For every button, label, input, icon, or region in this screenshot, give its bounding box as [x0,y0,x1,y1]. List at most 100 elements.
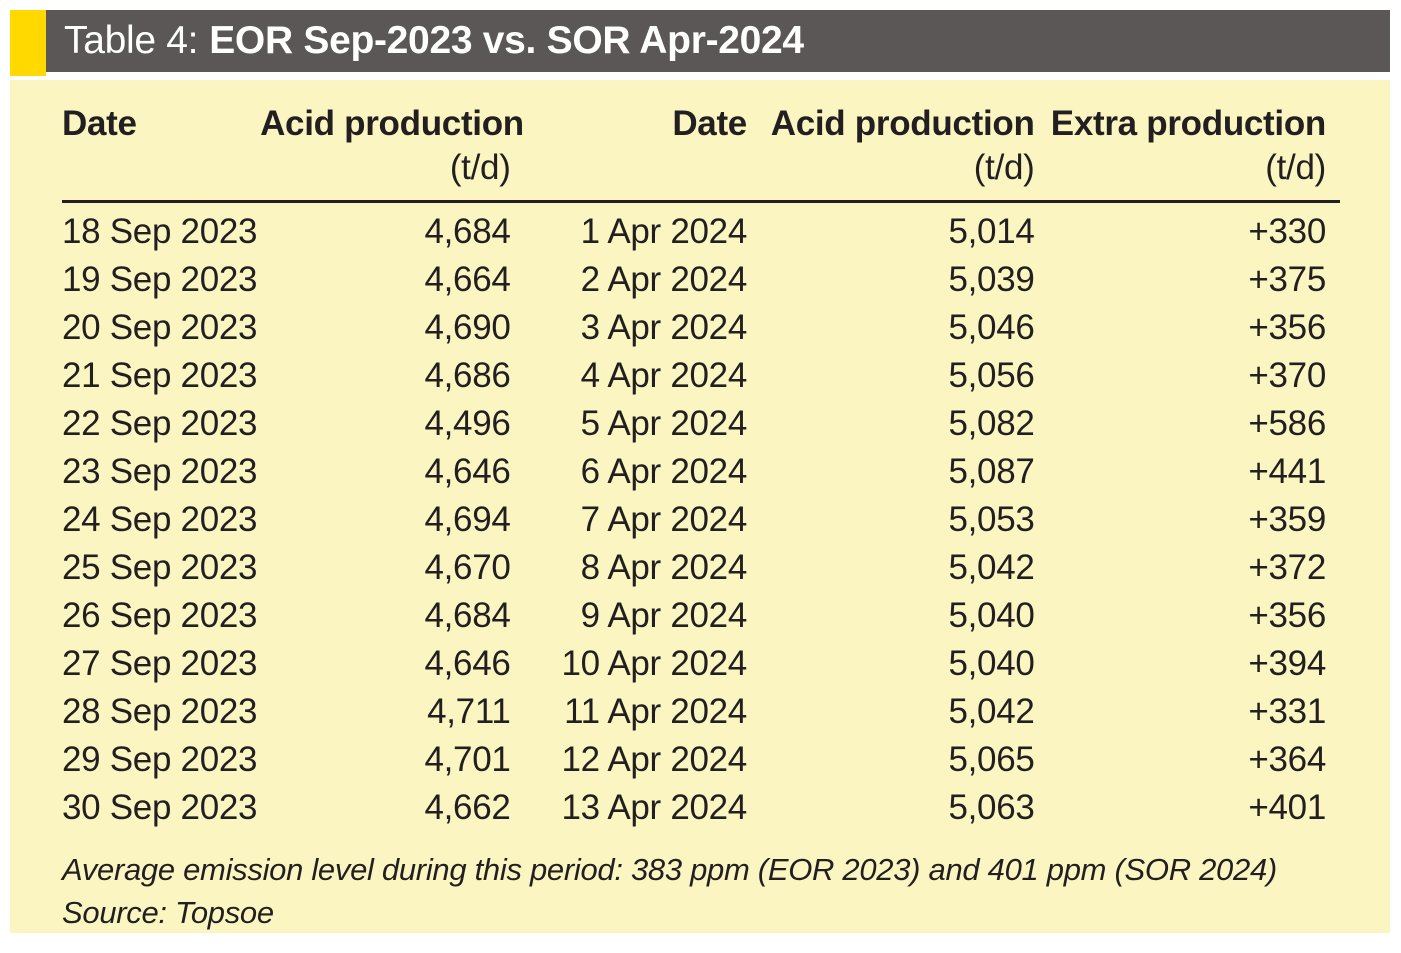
column-header-date-1: Date [62,102,261,203]
table-row: 21 Sep 2023 4,686 4 Apr 2024 5,056 +370 [62,352,1340,400]
table-cell: +359 [1248,500,1326,539]
table-cell: 5,040 [948,644,1035,683]
table-cell: +356 [1248,308,1326,347]
table-cell: 8 Apr 2024 [580,548,748,587]
table-body: 18 Sep 2023 4,684 1 Apr 2024 5,014 +330 19 Se… [62,202,1340,833]
column-unit: (t/d) [1265,148,1326,187]
table-cell: 5,042 [948,692,1035,731]
table-cell: +586 [1248,404,1326,443]
table-row: 27 Sep 2023 4,646 10 Apr 2024 5,040 +394 [62,640,1340,688]
table-cell: 5,082 [948,404,1035,443]
table-cell: 12 Apr 2024 [561,740,748,779]
table-row: 23 Sep 2023 4,646 6 Apr 2024 5,087 +441 [62,448,1340,496]
table-cell: 4,684 [424,596,511,635]
column-label: Date [672,104,747,143]
table-cell: +356 [1248,596,1326,635]
table-row: 29 Sep 2023 4,701 12 Apr 2024 5,065 +364 [62,736,1340,784]
table-row: 26 Sep 2023 4,684 9 Apr 2024 5,040 +356 [62,592,1340,640]
table-title-bar: Table 4: EOR Sep-2023 vs. SOR Apr-2024 [10,10,1390,76]
table-row: 28 Sep 2023 4,711 11 Apr 2024 5,042 +331 [62,688,1340,736]
column-label: Date [62,104,137,143]
table-cell: 21 Sep 2023 [62,356,258,395]
table-cell: 4,701 [424,740,511,779]
table-cell: 13 Apr 2024 [561,788,748,827]
table-cell: 20 Sep 2023 [62,308,258,347]
column-header-extra-production: Extra production (t/d) [1034,102,1340,203]
table-cell: +330 [1248,212,1326,251]
table-cell: +370 [1248,356,1326,395]
table-cell: +331 [1248,692,1326,731]
table-cell: 5 Apr 2024 [580,404,748,443]
table-cell: 30 Sep 2023 [62,788,258,827]
table-cell: 4,670 [424,548,511,587]
table-row: 25 Sep 2023 4,670 8 Apr 2024 5,042 +372 [62,544,1340,592]
column-label: Acid production [770,104,1035,143]
column-unit: (t/d) [449,148,511,187]
table-cell: 5,063 [948,788,1035,827]
table-cell: 7 Apr 2024 [580,500,748,539]
table-cell: +394 [1248,644,1326,683]
column-header-acid-production-1: Acid production (t/d) [260,102,524,203]
table-cell: 5,046 [948,308,1035,347]
table-cell: +364 [1248,740,1326,779]
table-cell: 19 Sep 2023 [62,260,258,299]
table-cell: 4 Apr 2024 [580,356,748,395]
table-cell: 5,065 [948,740,1035,779]
table-title: EOR Sep-2023 vs. SOR Apr-2024 [209,19,804,62]
table-row: 30 Sep 2023 4,662 13 Apr 2024 5,063 +401 [62,784,1340,832]
column-unit: (t/d) [973,148,1035,187]
yellow-accent-square [10,10,46,76]
table-cell: 25 Sep 2023 [62,548,258,587]
table-cell: 11 Apr 2024 [564,692,747,731]
table-cell: 2 Apr 2024 [580,260,748,299]
footnotes: Average emission level during this perio… [62,848,1340,933]
table-head: Date Acid production (t/d) Date Acid pro… [62,102,1340,203]
table-cell: 18 Sep 2023 [62,212,258,251]
table-cell: +441 [1248,452,1326,491]
table-panel: Date Acid production (t/d) Date Acid pro… [10,80,1390,933]
table-cell: 4,664 [424,260,511,299]
header-row: Date Acid production (t/d) Date Acid pro… [62,102,1340,203]
table-row: 19 Sep 2023 4,664 2 Apr 2024 5,039 +375 [62,256,1340,304]
table-cell: 3 Apr 2024 [580,308,748,347]
column-header-date-2: Date [510,102,747,203]
table-cell: 5,039 [948,260,1035,299]
table-cell: 4,496 [424,404,511,443]
table-cell: 5,056 [948,356,1035,395]
table-row: 18 Sep 2023 4,684 1 Apr 2024 5,014 +330 [62,202,1340,257]
column-unit [511,146,747,190]
table-cell: 28 Sep 2023 [62,692,258,731]
table-cell: 5,042 [948,548,1035,587]
table-cell: 5,087 [948,452,1035,491]
table-cell: 4,662 [424,788,511,827]
table-row: 22 Sep 2023 4,496 5 Apr 2024 5,082 +586 [62,400,1340,448]
emission-note: Average emission level during this perio… [62,852,1277,887]
table-cell: 4,686 [424,356,511,395]
column-label: Acid production [260,104,524,143]
column-header-acid-production-2: Acid production (t/d) [746,102,1035,203]
source-note: Source: Topsoe [62,895,274,930]
table-cell: +372 [1248,548,1326,587]
table-cell: 27 Sep 2023 [62,644,258,683]
table-cell: +401 [1248,788,1326,827]
table-cell: +375 [1248,260,1326,299]
table-cell: 9 Apr 2024 [580,596,748,635]
data-table: Date Acid production (t/d) Date Acid pro… [62,102,1340,832]
table-cell: 6 Apr 2024 [580,452,748,491]
table-cell: 5,014 [948,212,1035,251]
table-row: 24 Sep 2023 4,694 7 Apr 2024 5,053 +359 [62,496,1340,544]
table-cell: 5,053 [948,500,1035,539]
table-cell: 26 Sep 2023 [62,596,258,635]
table-cell: 10 Apr 2024 [561,644,748,683]
title-bar: Table 4: EOR Sep-2023 vs. SOR Apr-2024 [46,10,1390,72]
table-cell: 23 Sep 2023 [62,452,258,491]
table-number-label: Table 4: [64,19,199,62]
table-cell: 29 Sep 2023 [62,740,258,779]
table-cell: 4,646 [424,644,511,683]
table-cell: 4,694 [424,500,511,539]
table-row: 20 Sep 2023 4,690 3 Apr 2024 5,046 +356 [62,304,1340,352]
table-cell: 4,646 [424,452,511,491]
column-label: Extra production [1050,104,1327,143]
table-cell: 5,040 [948,596,1035,635]
